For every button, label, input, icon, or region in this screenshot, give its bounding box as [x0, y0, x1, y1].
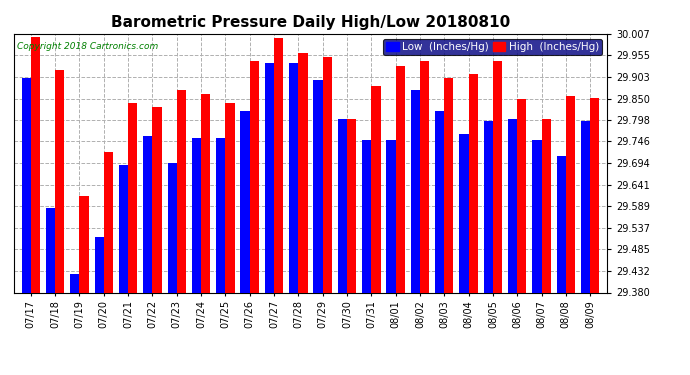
- Bar: [386, 140, 395, 292]
- Bar: [79, 195, 89, 292]
- Text: Copyright 2018 Cartronics.com: Copyright 2018 Cartronics.com: [17, 42, 158, 51]
- Bar: [250, 62, 259, 292]
- Bar: [201, 94, 210, 292]
- Bar: [119, 165, 128, 292]
- Bar: [192, 138, 201, 292]
- Bar: [46, 208, 55, 292]
- Bar: [152, 107, 161, 292]
- Bar: [493, 62, 502, 292]
- Bar: [469, 74, 477, 292]
- Bar: [21, 78, 31, 292]
- Bar: [55, 70, 64, 292]
- Bar: [144, 136, 152, 292]
- Bar: [274, 38, 284, 292]
- Bar: [371, 86, 381, 292]
- Bar: [532, 140, 542, 292]
- Legend: Low  (Inches/Hg), High  (Inches/Hg): Low (Inches/Hg), High (Inches/Hg): [384, 39, 602, 55]
- Bar: [566, 96, 575, 292]
- Bar: [177, 90, 186, 292]
- Bar: [168, 162, 177, 292]
- Bar: [31, 37, 40, 292]
- Bar: [337, 119, 347, 292]
- Bar: [265, 63, 274, 292]
- Bar: [95, 237, 103, 292]
- Bar: [362, 140, 371, 292]
- Bar: [444, 78, 453, 292]
- Bar: [298, 53, 308, 292]
- Bar: [104, 152, 113, 292]
- Bar: [484, 121, 493, 292]
- Bar: [435, 111, 444, 292]
- Bar: [590, 98, 600, 292]
- Bar: [70, 274, 79, 292]
- Bar: [347, 119, 356, 292]
- Bar: [581, 121, 590, 292]
- Bar: [420, 62, 429, 292]
- Bar: [542, 119, 551, 292]
- Bar: [313, 80, 323, 292]
- Title: Barometric Pressure Daily High/Low 20180810: Barometric Pressure Daily High/Low 20180…: [111, 15, 510, 30]
- Bar: [518, 99, 526, 292]
- Bar: [460, 134, 469, 292]
- Bar: [240, 111, 250, 292]
- Bar: [226, 103, 235, 292]
- Bar: [289, 63, 298, 292]
- Bar: [216, 138, 226, 292]
- Bar: [395, 66, 405, 292]
- Bar: [508, 119, 518, 292]
- Bar: [128, 103, 137, 292]
- Bar: [323, 57, 332, 292]
- Bar: [557, 156, 566, 292]
- Bar: [411, 90, 420, 292]
